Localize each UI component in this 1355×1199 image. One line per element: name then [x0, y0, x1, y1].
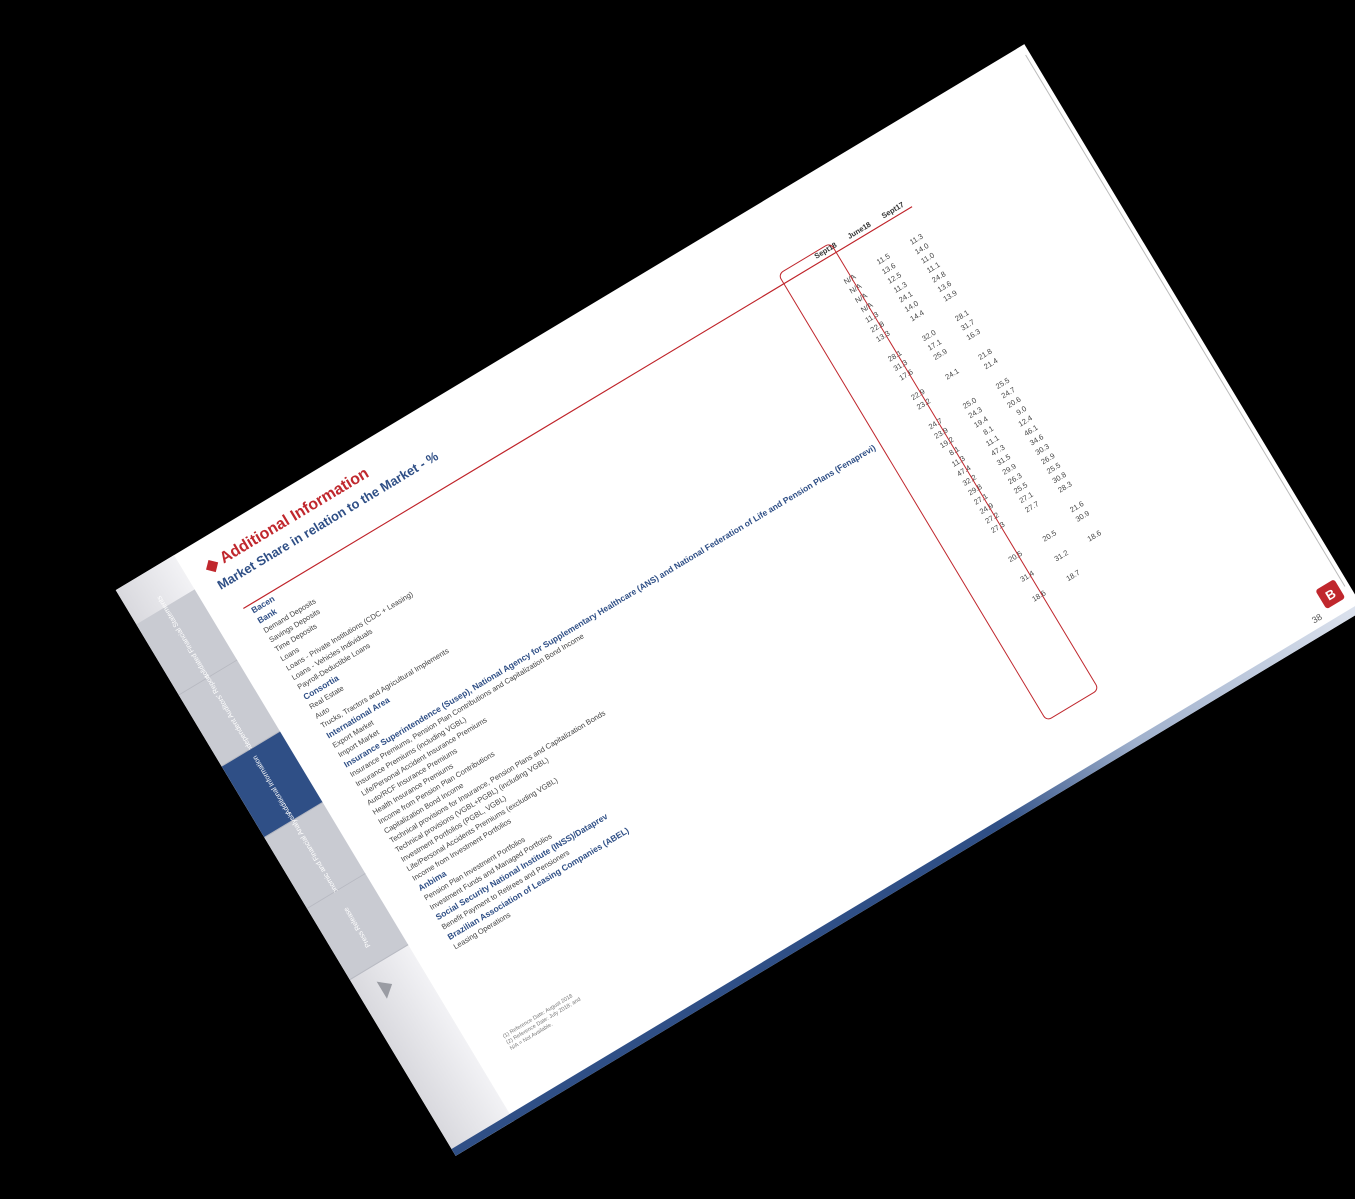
bullet-icon: [206, 559, 219, 573]
page-number: 38: [1310, 611, 1324, 626]
footnotes: (1) Reference Date: August 2018 (2) Refe…: [502, 991, 586, 1053]
document-page: Consolidated Financial Statements Indepe…: [115, 44, 1355, 1156]
nav-arrow-icon: [376, 975, 398, 999]
bank-logo-icon: B: [1315, 579, 1346, 610]
footnote: (2) Reference Date: July 2018; and: [505, 996, 582, 1046]
